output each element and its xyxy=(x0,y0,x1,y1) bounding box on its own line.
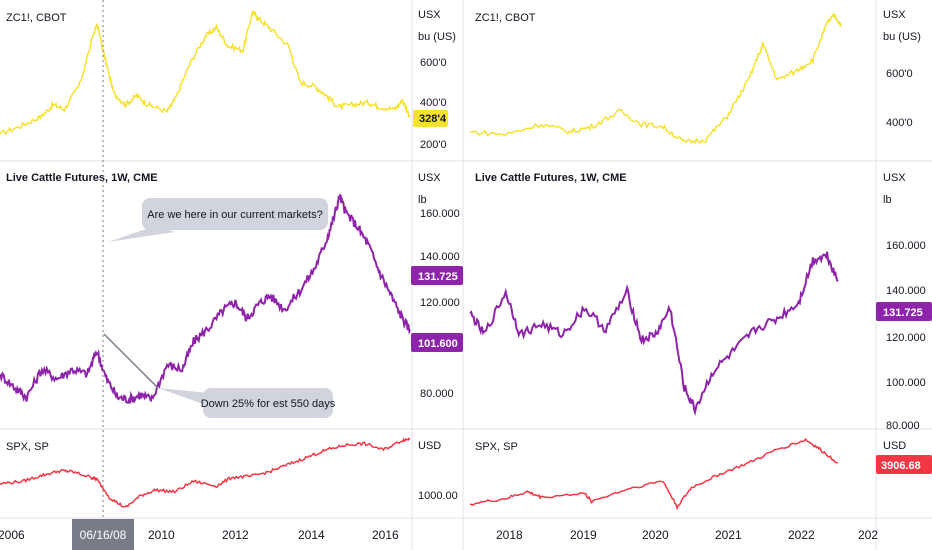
right-date-axis: 2018 2019 2020 2021 2022 202 xyxy=(496,528,878,542)
left-cattle-price-tag-2-bg xyxy=(411,333,463,352)
left-corn-pane[interactable]: ZC1!, CBOT USX bu (US) 600'0 400'0 200'0… xyxy=(0,9,456,151)
left-spx-line xyxy=(0,437,411,508)
left-date-2016: 2016 xyxy=(372,528,399,542)
left-spx-pane[interactable]: SPX, SP USD 1000.00 xyxy=(0,437,458,508)
right-cattle-pane[interactable]: Live Cattle Futures, 1W, CME USX lb 160.… xyxy=(469,172,932,432)
left-corn-price-tag: 328'4 xyxy=(419,113,447,125)
left-date-2014: 2014 xyxy=(298,528,325,542)
left-corn-line xyxy=(0,9,411,136)
left-cattle-unit: USX xyxy=(418,172,441,184)
right-spx-unit: USD xyxy=(883,440,906,452)
right-spx-line xyxy=(469,438,838,511)
right-date-2022: 2022 xyxy=(788,528,815,542)
left-spx-tick-1000: 1000.00 xyxy=(418,490,458,502)
left-corn-tick-600: 600'0 xyxy=(420,57,447,69)
right-cattle-price-tag-bg xyxy=(876,302,932,321)
right-cattle-unit-2: lb xyxy=(883,194,892,206)
left-corn-tick-400: 400'0 xyxy=(420,97,447,109)
left-spx-unit: USD xyxy=(418,440,441,452)
right-cattle-title: Live Cattle Futures, 1W, CME xyxy=(475,172,627,184)
left-corn-unit: USX xyxy=(418,9,441,21)
right-spx-pane[interactable]: SPX, SP USD 3906.68 xyxy=(469,438,932,511)
right-date-2020: 2020 xyxy=(642,528,669,542)
left-date-2012: 2012 xyxy=(222,528,249,542)
callout-bottom[interactable]: Down 25% for est 550 days xyxy=(158,388,336,418)
right-date-2021: 2021 xyxy=(715,528,742,542)
left-cattle-tick-140: 140.000 xyxy=(420,251,460,263)
right-cattle-tick-80: 80.000 xyxy=(886,420,920,432)
right-cattle-unit: USX xyxy=(883,172,906,184)
left-corn-unit-2: bu (US) xyxy=(418,31,456,43)
left-cattle-tick-160: 160.000 xyxy=(420,208,460,220)
right-corn-title: ZC1!, CBOT xyxy=(475,12,536,24)
date-marker-bg xyxy=(72,519,134,550)
callout-top[interactable]: Are we here in our current markets? xyxy=(108,198,328,242)
left-cattle-unit-2: lb xyxy=(418,194,427,206)
trend-line[interactable] xyxy=(103,333,159,389)
callout-top-text: Are we here in our current markets? xyxy=(147,209,322,221)
left-cattle-title: Live Cattle Futures, 1W, CME xyxy=(6,172,158,184)
left-cattle-line xyxy=(0,193,411,404)
right-cattle-tick-160: 160.000 xyxy=(886,240,926,252)
right-spx-price-tag: 3906.68 xyxy=(881,460,921,472)
right-spx-price-tag-bg xyxy=(876,455,932,474)
right-cattle-tick-140: 140.000 xyxy=(886,285,926,297)
right-corn-unit-2: bu (US) xyxy=(883,31,921,43)
left-cattle-price-tag: 131.725 xyxy=(418,271,458,283)
left-date-axis: 2006 2010 2012 2014 2016 06/16/08 xyxy=(0,519,399,550)
right-corn-unit: USX xyxy=(883,9,906,21)
right-cattle-line xyxy=(469,251,839,417)
date-marker: 06/16/08 xyxy=(80,528,127,542)
left-cattle-tick-80: 80.000 xyxy=(420,388,454,400)
callout-bottom-text: Down 25% for est 550 days xyxy=(201,398,336,410)
right-cattle-tick-100: 100.000 xyxy=(886,377,926,389)
right-date-2018: 2018 xyxy=(496,528,523,542)
left-cattle-price-tag-bg xyxy=(411,266,463,285)
right-cattle-tick-120: 120.000 xyxy=(886,332,926,344)
left-corn-tick-200: 200'0 xyxy=(420,139,447,151)
left-date-2006: 2006 xyxy=(0,528,25,542)
right-corn-tick-400: 400'0 xyxy=(886,117,913,129)
left-cattle-price-tag-2: 101.600 xyxy=(418,338,458,350)
right-cattle-price-tag: 131.725 xyxy=(883,307,923,319)
right-date-2023-partial: 202 xyxy=(858,528,878,542)
left-corn-title: ZC1!, CBOT xyxy=(6,12,67,24)
left-cattle-pane[interactable]: Live Cattle Futures, 1W, CME USX lb 160.… xyxy=(0,172,463,418)
left-date-2010: 2010 xyxy=(148,528,175,542)
right-corn-line xyxy=(469,11,843,145)
right-spx-title: SPX, SP xyxy=(475,441,518,453)
right-corn-tick-600: 600'0 xyxy=(886,68,913,80)
left-corn-price-tag-bg xyxy=(413,110,448,127)
right-date-2019: 2019 xyxy=(570,528,597,542)
left-cattle-tick-120: 120.000 xyxy=(420,297,460,309)
left-spx-title: SPX, SP xyxy=(6,441,49,453)
right-corn-pane[interactable]: ZC1!, CBOT USX bu (US) 600'0 400'0 xyxy=(469,9,921,145)
